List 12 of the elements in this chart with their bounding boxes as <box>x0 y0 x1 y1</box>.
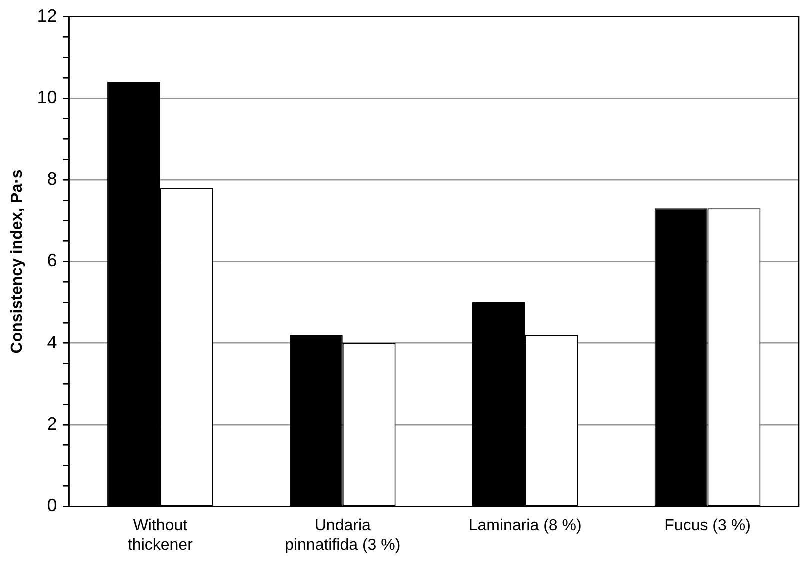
y-tick-label: 10 <box>37 87 58 108</box>
y-tick-label: 12 <box>37 6 58 26</box>
y-tick-label: 6 <box>47 250 58 271</box>
x-tick-label: Fucus (3 %) <box>664 518 751 535</box>
y-tick-label: 2 <box>47 414 58 434</box>
x-tick-label: Laminaria (8 %) <box>468 518 582 535</box>
y-axis-title: Consistency index, Pa·s <box>9 170 26 354</box>
y-tick-label: 0 <box>47 496 58 516</box>
y-tick-label: 8 <box>47 169 58 190</box>
y-tick-label: 4 <box>47 332 58 352</box>
x-tick-label: Without thickener <box>128 518 194 554</box>
x-tick-label: Undaria pinnatifida (3 %) <box>285 518 401 554</box>
